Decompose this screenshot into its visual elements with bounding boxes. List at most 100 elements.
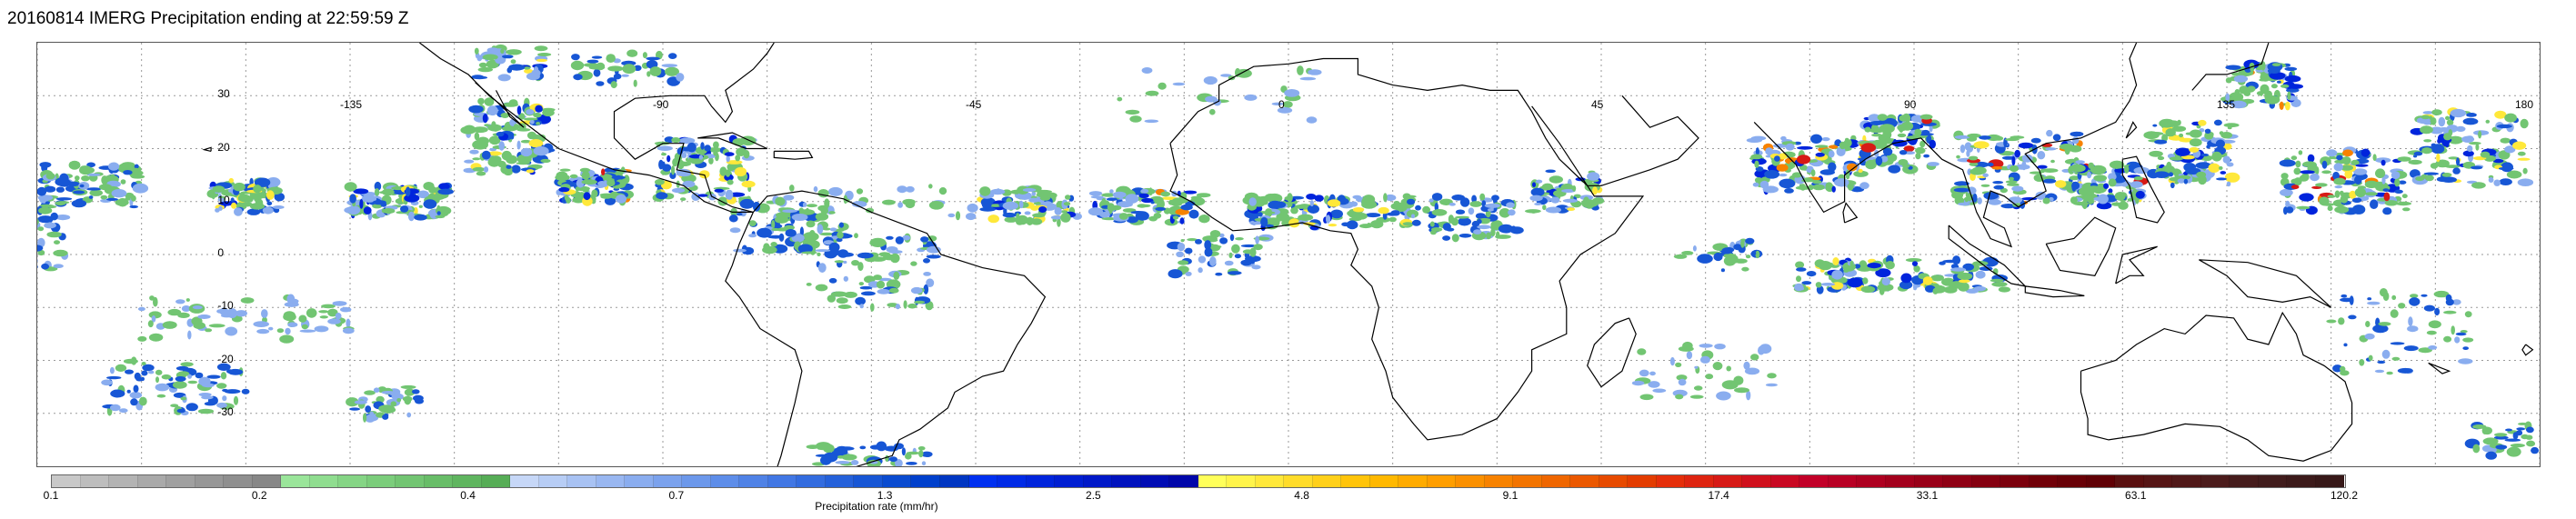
precip-cell — [719, 166, 727, 176]
precip-cell — [2301, 172, 2310, 182]
precip-cell — [134, 164, 139, 169]
precip-cell — [646, 56, 660, 61]
precip-cell — [2287, 91, 2291, 100]
precip-cell — [129, 205, 138, 209]
precip-cell — [1016, 213, 1020, 221]
precip-cell — [187, 380, 198, 384]
precip-cell — [1956, 155, 1960, 159]
precip-cell — [404, 388, 416, 396]
precip-cell — [536, 58, 547, 63]
precip-cell — [365, 405, 372, 414]
precip-cell — [2296, 205, 2310, 210]
precip-cell — [2093, 196, 2106, 202]
precip-cell — [1957, 272, 1973, 280]
lon-label: -45 — [966, 98, 982, 112]
precip-cell — [817, 224, 824, 235]
precip-cell — [1277, 107, 1293, 114]
precip-cell — [2295, 160, 2301, 168]
colorbar-tick-label: 4.8 — [1294, 489, 1309, 502]
precip-cell — [1830, 282, 1844, 290]
precip-cell — [1744, 367, 1760, 375]
precip-cell — [1927, 162, 1940, 166]
precip-cell — [1793, 141, 1802, 145]
precip-cell — [1858, 168, 1863, 173]
precip-cell — [642, 52, 647, 59]
precip-cell — [2070, 196, 2078, 205]
precip-cell — [1902, 164, 1910, 169]
precip-cell — [2401, 194, 2408, 199]
precip-cell — [2448, 156, 2459, 160]
precip-cell — [1746, 137, 1763, 143]
precip-cell — [1904, 151, 1915, 155]
precip-cell — [1248, 197, 1257, 206]
precip-cell — [2148, 132, 2164, 135]
precip-cell — [53, 249, 68, 257]
precip-cell — [2407, 325, 2419, 333]
precip-cell — [88, 195, 94, 199]
precip-cell — [125, 369, 134, 374]
precip-cell — [1779, 178, 1796, 189]
precip-cell — [2284, 66, 2298, 71]
precip-cell — [484, 97, 495, 106]
precip-cell — [2462, 346, 2469, 350]
precip-cell — [135, 376, 144, 382]
coastline — [2125, 121, 2138, 139]
precip-cell — [859, 285, 873, 290]
precip-cell — [533, 112, 542, 118]
precip-cell — [2204, 128, 2211, 134]
precip-cell — [733, 248, 747, 253]
precip-cell — [616, 194, 627, 204]
precip-cell — [262, 206, 274, 215]
precip-cell — [1829, 264, 1840, 268]
precip-cell — [1477, 225, 1491, 230]
precip-cell — [734, 166, 747, 177]
precip-cell — [1532, 182, 1536, 187]
precip-cell — [2451, 299, 2461, 305]
precip-cell — [287, 322, 298, 328]
precip-cell — [1774, 155, 1780, 162]
precip-cell — [2169, 156, 2184, 161]
precip-cell — [2311, 185, 2322, 189]
precip-cell — [2189, 129, 2202, 138]
precip-cell — [2485, 451, 2497, 460]
precip-cell — [895, 304, 901, 310]
precip-cell — [2493, 435, 2509, 440]
precip-cell — [1478, 218, 1491, 222]
precip-cell — [175, 299, 185, 304]
precip-cell — [1141, 67, 1153, 74]
precip-cell — [802, 202, 807, 207]
precip-cell — [2340, 370, 2350, 376]
precip-cell — [132, 167, 140, 173]
coastline — [725, 212, 803, 466]
map-canvas — [37, 43, 2540, 466]
precip-cell — [292, 299, 299, 304]
precip-cell — [79, 165, 93, 175]
precip-cell — [1422, 205, 1430, 214]
precip-cell — [1018, 200, 1024, 209]
precip-cell — [1675, 362, 1682, 367]
precip-cell — [2042, 197, 2050, 205]
precip-cell — [791, 214, 808, 221]
precip-cell — [729, 227, 741, 234]
precip-cell — [1815, 152, 1825, 157]
precip-cell — [2018, 142, 2034, 149]
precip-cell — [2285, 206, 2294, 214]
colorbar-cell — [1341, 475, 1370, 487]
colorbar-cell — [2115, 475, 2144, 487]
precip-cell — [789, 185, 795, 192]
precip-cell — [1686, 351, 1693, 360]
precip-cell — [469, 149, 479, 155]
precip-cell — [2189, 146, 2200, 153]
precip-cell — [1992, 181, 2004, 185]
precip-cell — [1943, 286, 1958, 294]
precip-cell — [2327, 195, 2336, 198]
precip-cell — [1026, 216, 1034, 225]
precip-cell — [2464, 311, 2472, 318]
precip-cell — [2267, 68, 2280, 74]
colorbar-cell — [1140, 475, 1170, 487]
precip-cell — [1027, 203, 1033, 207]
colorbar-tick-label: 120.2 — [2330, 489, 2359, 502]
precip-cell — [75, 175, 80, 181]
precip-cell — [2382, 291, 2390, 302]
precip-cell — [500, 48, 505, 54]
